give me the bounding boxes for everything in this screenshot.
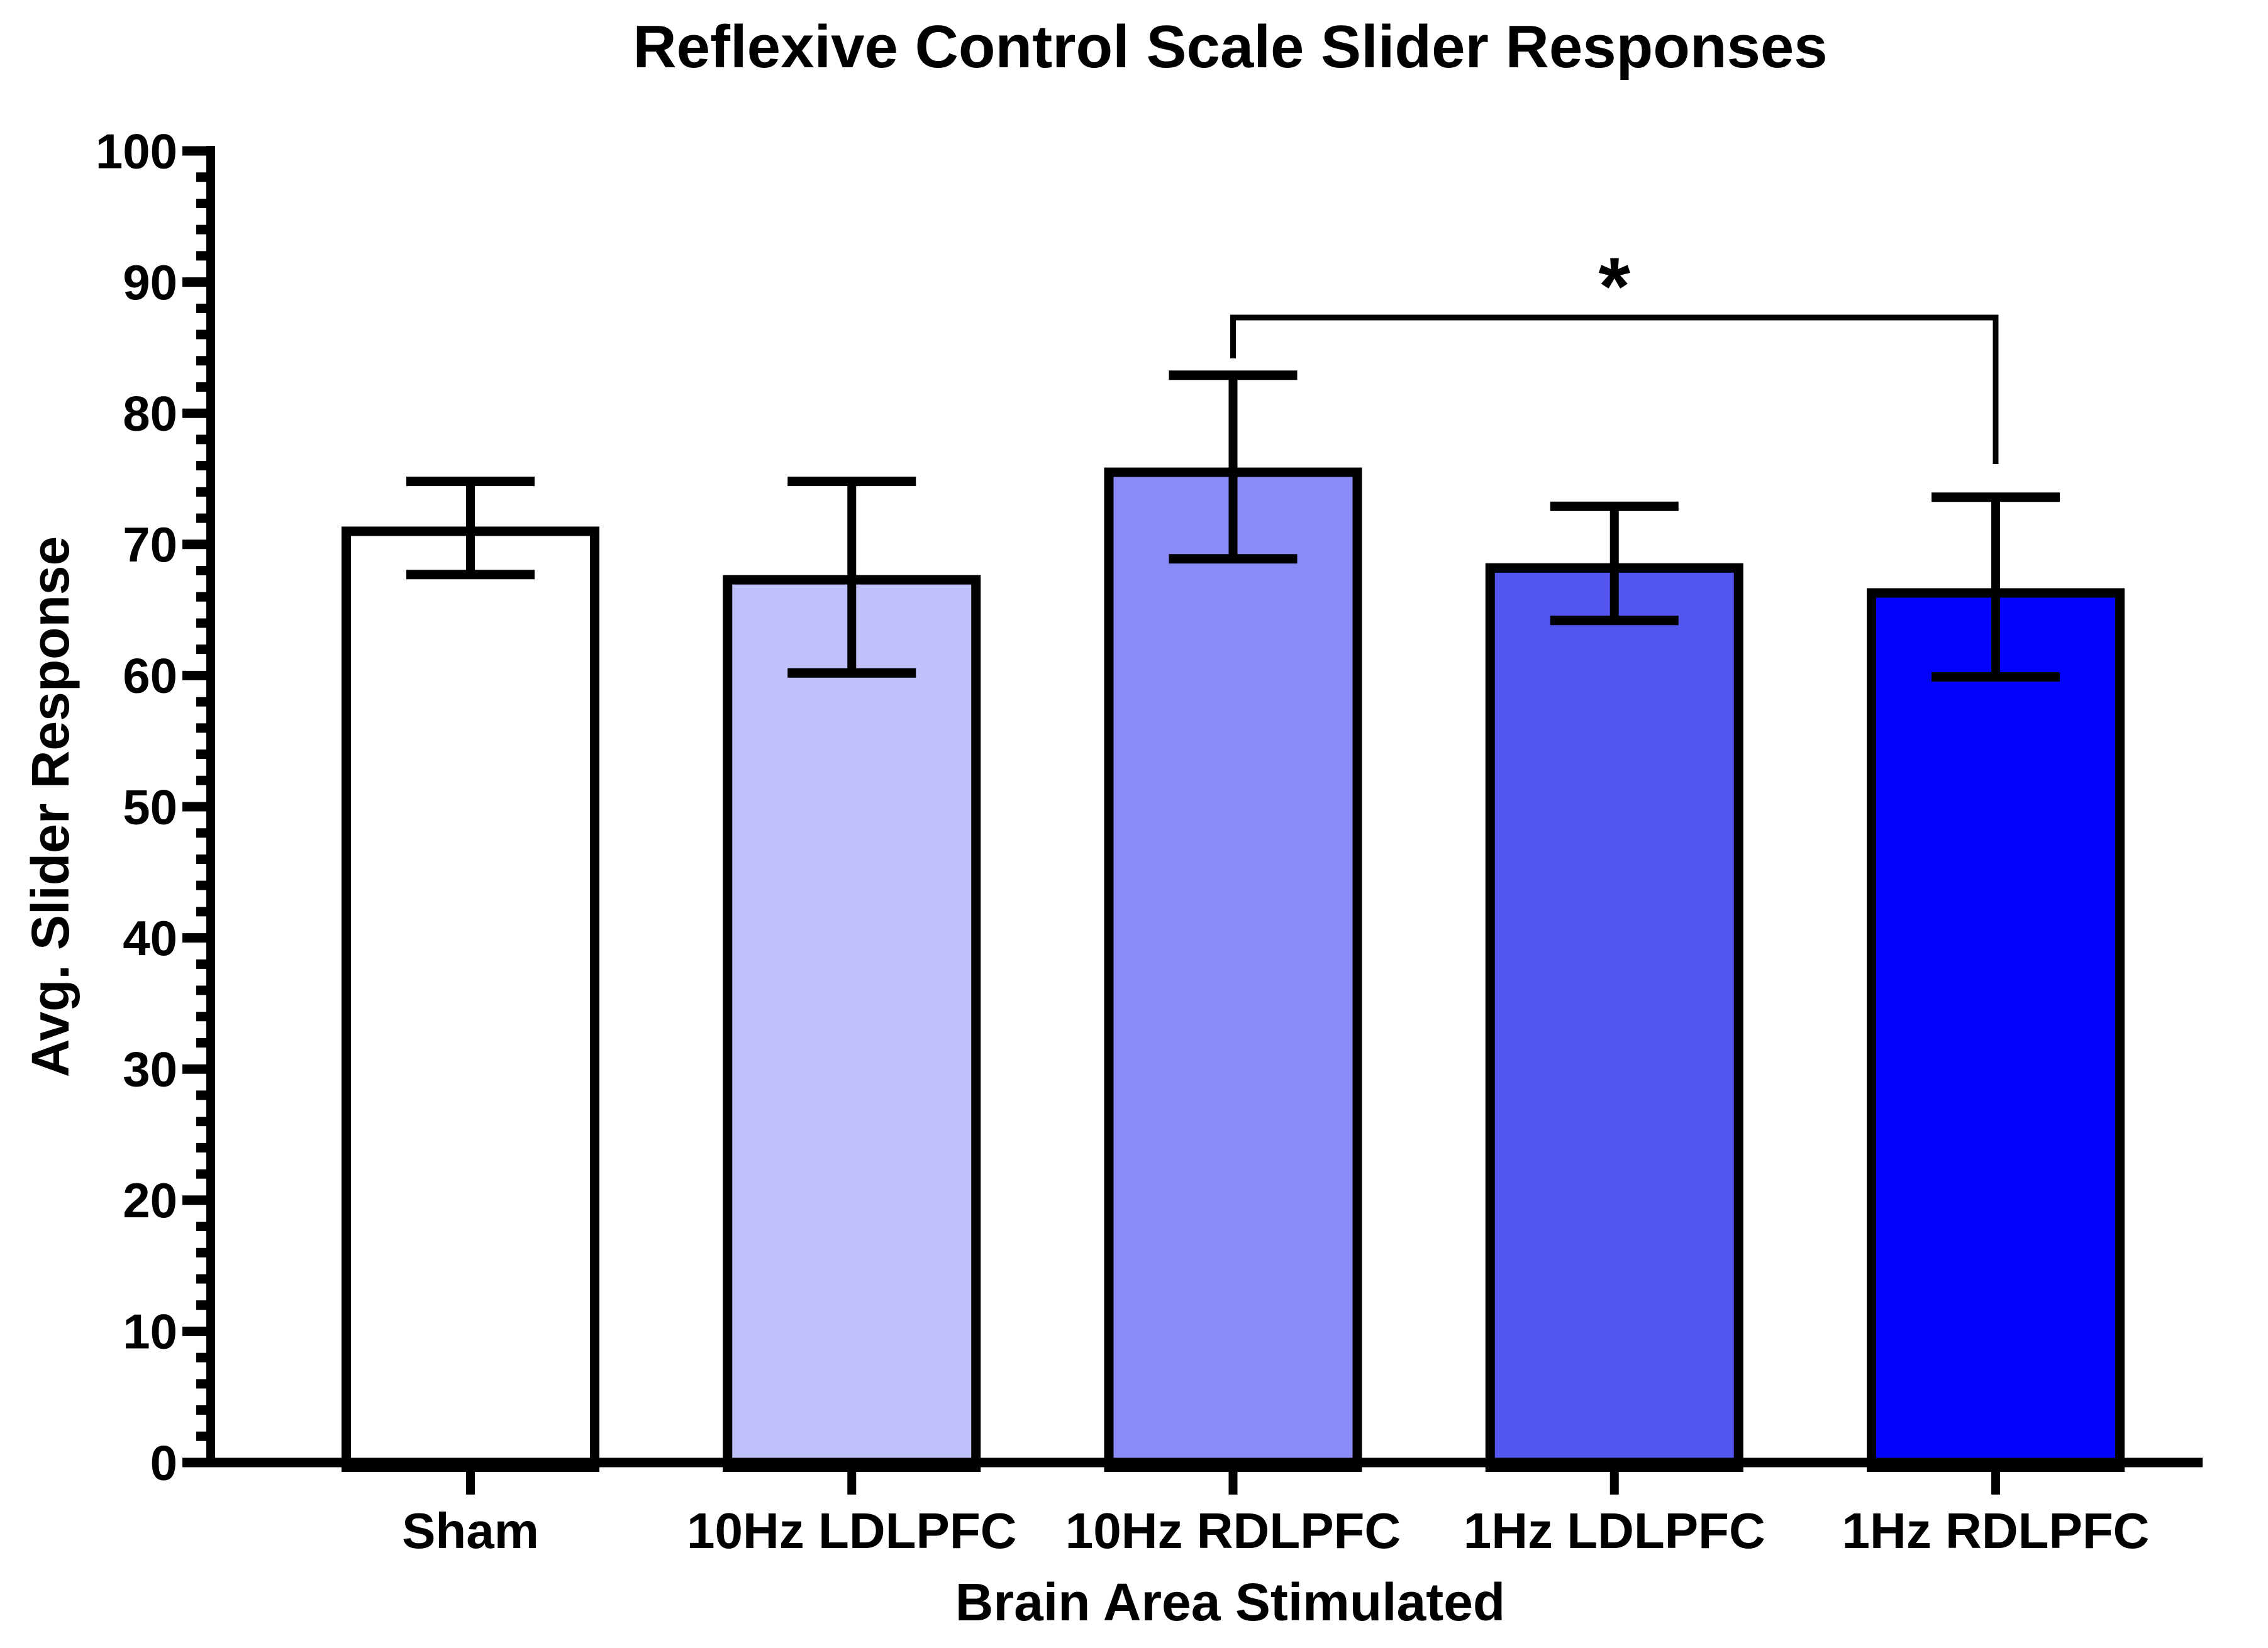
x-tick-label: Sham [402,1503,539,1559]
bar-1Hz RDLPFC [1867,588,2125,1472]
significance-bracket [1230,314,1999,464]
y-tick-label: 10 [123,1304,177,1359]
y-tick-label: 30 [123,1042,177,1097]
x-tick-label: 10Hz LDLPFC [687,1503,1017,1559]
y-tick-label: 70 [123,517,177,572]
x-tick-label: 10Hz RDLPFC [1065,1503,1401,1559]
significance-asterisk: * [1598,240,1630,332]
y-tick-label: 50 [123,779,177,834]
y-axis-title: Avg. Slider Response [21,536,80,1078]
bar-Sham [342,526,599,1473]
y-tick-label: 90 [123,255,177,310]
bar-10Hz LDLPFC [723,575,981,1473]
y-tick-label: 20 [123,1173,177,1228]
y-tick-label: 80 [123,386,177,441]
y-tick-label: 100 [96,123,177,179]
y-tick-label: 60 [123,648,177,704]
y-tick-label: 40 [123,910,177,966]
x-axis-title: Brain Area Stimulated [955,1573,1506,1632]
bar-10Hz RDLPFC [1104,467,1362,1473]
y-tick-label: 0 [150,1435,177,1490]
x-tick-label: 1Hz RDLPFC [1842,1503,2150,1559]
bar-1Hz LDLPFC [1485,563,1743,1472]
chart-title: Reflexive Control Scale Slider Responses [633,13,1828,80]
x-tick-label: 1Hz LDLPFC [1464,1503,1765,1559]
